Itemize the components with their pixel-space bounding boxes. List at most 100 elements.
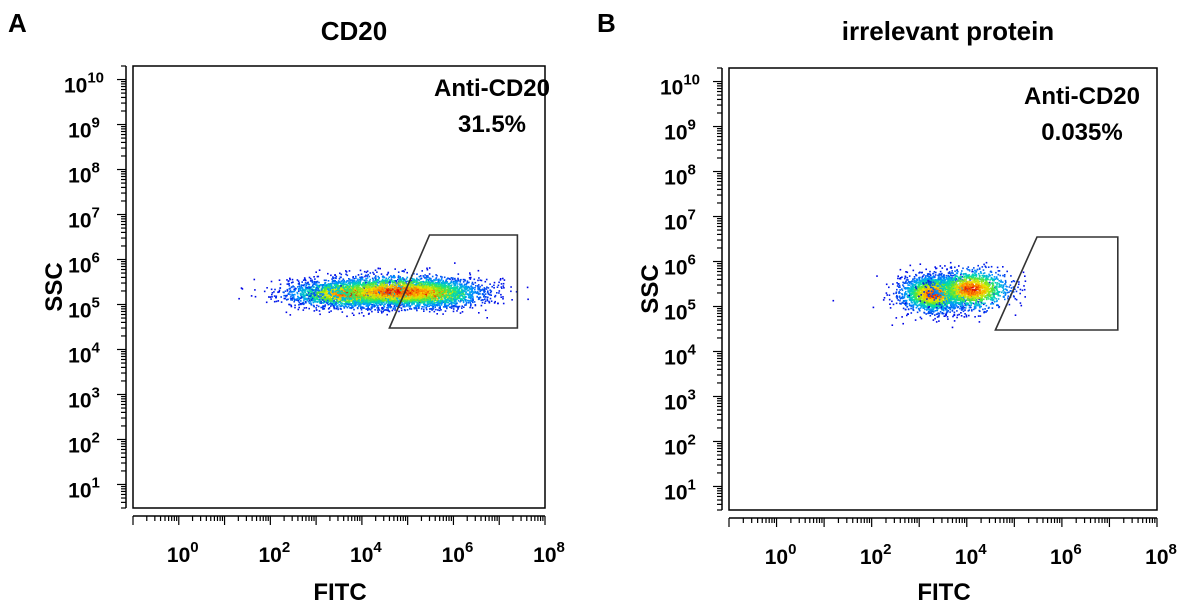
event-dot [289,291,292,293]
event-dot [440,304,443,306]
event-dot [353,314,355,316]
event-dot [458,291,461,293]
event-dot [363,279,366,282]
event-dot [342,289,344,292]
event-dot [300,296,303,298]
event-dot [457,292,459,294]
event-dot [346,306,349,309]
event-dot [457,296,460,298]
event-dot [415,283,417,285]
event-dot [451,281,453,283]
event-dot [387,282,389,284]
event-dot [329,297,332,299]
event-dot [301,284,304,287]
event-dot [391,303,393,305]
event-dot [311,297,314,300]
event-dot [471,283,473,285]
event-dot [343,303,346,305]
event-dot [320,284,322,286]
event-dot [434,278,437,280]
event-dot [325,293,328,296]
event-dot [385,302,388,304]
event-dot [377,300,380,302]
event-dot [302,303,305,306]
event-dot [470,299,472,301]
event-dot [352,304,354,307]
event-dot [333,282,336,284]
event-dot [302,309,305,311]
event-dot [323,294,325,297]
event-dot [420,300,422,303]
event-dot [464,294,466,296]
event-dot [374,278,377,280]
event-dot [369,293,371,296]
event-dot [335,275,338,278]
event-dot [437,287,440,289]
event-dot [363,295,365,297]
event-dot [456,298,458,300]
event-dot [439,301,441,303]
event-dot [370,295,372,297]
event-dot [340,305,342,307]
event-dot [332,294,334,296]
event-dot [369,284,371,287]
event-dot [299,286,301,289]
event-dot [459,283,462,285]
event-dot [324,297,327,300]
event-dot [334,284,336,287]
event-dot [337,301,340,304]
event-dot [360,306,362,309]
event-dot [351,298,354,301]
event-dot [432,287,434,290]
event-dot [434,305,436,307]
event-dot [436,290,439,292]
event-dot [372,280,375,283]
event-dot [316,282,318,284]
event-dot [498,292,500,294]
event-dot [456,287,459,289]
event-dot [265,301,268,304]
event-dot [444,303,447,305]
event-dot [401,303,403,306]
event-dot [324,292,326,294]
event-dot [351,302,354,304]
event-dot [379,304,382,306]
event-dot [271,293,273,296]
event-dot [371,284,374,286]
event-dot [463,297,466,299]
event-dot [392,296,394,298]
event-dot [333,307,336,310]
event-dot [470,304,472,307]
event-dot [321,288,324,290]
event-dot [291,293,293,296]
event-dot [315,281,317,283]
event-dot [484,302,486,304]
event-dot [427,299,429,302]
event-dot [318,301,321,303]
event-dot [365,305,368,307]
event-dot [386,279,388,281]
event-dot [459,284,461,287]
event-dot [368,280,371,282]
event-dot [410,299,413,301]
event-dot [321,291,324,294]
event-dot [294,304,296,307]
event-dot [300,297,302,300]
event-dot [310,297,312,300]
event-dot [334,304,336,307]
event-dot [286,290,289,292]
event-dot [305,297,307,300]
event-dot [368,282,370,284]
event-dot [373,306,376,308]
event-dot [370,308,372,311]
event-dot [475,292,478,294]
event-dot [487,293,490,295]
event-dot [275,295,278,298]
event-dot [335,304,338,306]
event-dot [369,291,372,294]
event-dot [274,288,276,291]
event-dot [465,300,467,302]
event-dot [403,278,405,280]
event-dot [488,293,491,296]
event-dot [463,290,466,292]
